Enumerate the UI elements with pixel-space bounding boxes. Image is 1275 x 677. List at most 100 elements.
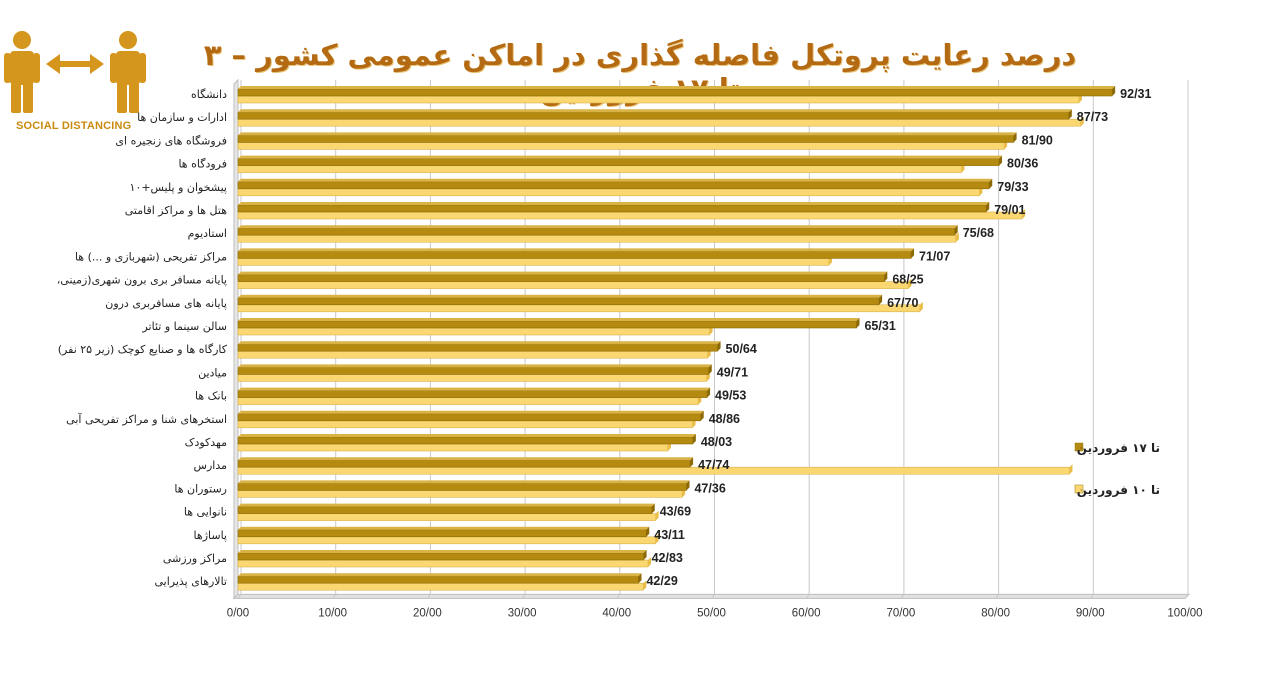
bar-series-2 <box>237 559 649 568</box>
bar-series-1 <box>237 251 912 259</box>
x-tick-label: 40/00 <box>602 607 631 619</box>
category-label: تالارهای پذیرایی <box>154 575 227 588</box>
bar-series-1-top <box>238 132 1017 136</box>
bar-series-1 <box>237 135 1014 143</box>
category-label: کارگاه ها و صنایع کوچک (زیر ۲۵ نفر) <box>58 343 228 356</box>
category-label: نانوایی ها <box>184 506 227 519</box>
category-label: پایانه های مسافربری درون <box>105 297 227 310</box>
category-label: مراکز ورزشی <box>163 552 227 565</box>
bar-series-1-end <box>989 178 993 189</box>
category-label: مهدکودک <box>185 436 228 449</box>
x-tick-label: 30/00 <box>508 607 537 619</box>
data-label: 65/31 <box>864 319 895 333</box>
category-label: رستوران ها <box>174 482 227 495</box>
bar-series-1-top <box>238 526 650 530</box>
bar-series-1-top <box>238 550 647 553</box>
bar-series-1-end <box>700 410 704 421</box>
x-tick-label: 80/00 <box>981 607 1010 619</box>
bar-series-1-top <box>238 387 711 391</box>
bar-series-2 <box>237 350 709 359</box>
category-label: استادیوم <box>188 227 227 240</box>
bar-series-2 <box>237 466 1070 475</box>
data-label: 43/11 <box>654 528 685 542</box>
bar-series-1-top <box>238 294 883 298</box>
bar-series-2-end <box>648 557 652 567</box>
bar-series-1 <box>237 227 955 236</box>
bar-series-2-end <box>919 301 923 312</box>
category-label: فروشگاه های زنجیره ای <box>115 134 227 147</box>
bar-series-1-end <box>708 364 712 375</box>
bar-series-1 <box>237 204 987 213</box>
bar-series-1-end <box>1112 86 1116 96</box>
bar-series-1-end <box>884 271 888 282</box>
social-distancing-icon <box>4 31 146 113</box>
gridline-floor <box>805 594 810 599</box>
bar-series-1 <box>237 413 702 422</box>
category-label: مدارس <box>194 459 228 472</box>
bar-series-2 <box>237 536 656 545</box>
data-label: 43/69 <box>660 505 691 519</box>
bar-series-1 <box>237 111 1070 120</box>
bar-series-2 <box>237 490 683 498</box>
gridline-floor <box>1089 594 1094 599</box>
bar-series-2-end <box>1069 464 1073 475</box>
category-label: فرودگاه ها <box>178 158 227 171</box>
bar-series-2 <box>237 374 708 382</box>
bar-series-1-end <box>879 294 883 305</box>
bar-series-1-top <box>238 178 993 182</box>
bar-series-2 <box>237 118 1082 127</box>
data-label: 47/74 <box>698 458 729 472</box>
bar-series-1 <box>237 575 639 584</box>
bar-series-1 <box>237 436 694 445</box>
x-tick-label: 0/00 <box>227 607 249 619</box>
gridline-floor <box>426 594 431 599</box>
category-label: بانک ها <box>195 390 227 403</box>
bar-series-1 <box>237 88 1113 97</box>
data-label: 47/36 <box>694 481 725 495</box>
data-label: 75/68 <box>963 226 994 240</box>
bar-series-1-top <box>238 341 721 345</box>
bar-series-1-top <box>238 573 642 577</box>
bar-series-1-end <box>707 387 711 398</box>
bar-series-1-end <box>1013 132 1017 143</box>
bar-series-1 <box>237 506 653 514</box>
gridline-floor <box>332 594 337 599</box>
bar-series-1-top <box>238 503 655 507</box>
bar-series-2 <box>237 211 1023 220</box>
bar-series-1-end <box>1068 109 1072 120</box>
category-label: مراکز تفریحی (شهربازی و ...) ها <box>75 250 227 263</box>
bar-series-1 <box>237 274 885 282</box>
gridline-floor <box>237 594 242 599</box>
bar-series-1-top <box>238 480 690 484</box>
bar-series-1-end <box>646 526 650 537</box>
bar-series-1-end <box>686 480 690 491</box>
category-label: سالن سینما و تئاتر <box>141 320 227 333</box>
plot-side-wall <box>233 78 239 600</box>
bar-series-1 <box>237 158 1000 166</box>
bar-series-2 <box>237 443 669 452</box>
bar-series-1-top <box>238 364 712 368</box>
bar-series-1-end <box>690 457 694 468</box>
bar-series-2 <box>237 188 980 197</box>
bar-series-2 <box>237 281 909 289</box>
x-tick-label: 20/00 <box>413 607 442 619</box>
bar-series-2 <box>237 142 1005 150</box>
data-label: 48/86 <box>709 412 740 426</box>
bar-series-1-end <box>911 248 915 259</box>
bar-series-2 <box>237 397 699 405</box>
bar-series-2-end <box>955 232 959 243</box>
category-label: ادارات و سازمان ها <box>137 111 227 124</box>
gridline-floor <box>900 594 905 599</box>
bar-series-1 <box>237 483 687 491</box>
bar-series-1 <box>237 297 880 306</box>
category-label: پیشخوان و پلیس+۱۰ <box>129 181 227 194</box>
plot-floor <box>232 593 1191 599</box>
bar-series-1-top <box>238 155 1003 159</box>
gridline-floor <box>1184 594 1189 599</box>
bar-series-2-end <box>655 533 659 544</box>
bar-series-1-top <box>238 271 888 275</box>
data-label: 79/01 <box>994 203 1025 217</box>
bar-series-1-top <box>238 457 694 461</box>
bar-series-1 <box>237 181 990 190</box>
gridline-floor <box>711 594 715 599</box>
